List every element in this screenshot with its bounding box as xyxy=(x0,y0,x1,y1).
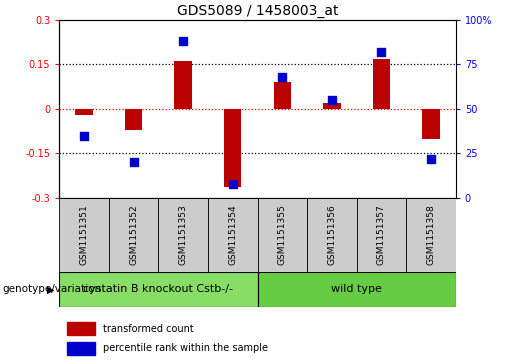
Bar xyxy=(59,198,109,272)
Text: genotype/variation: genotype/variation xyxy=(3,285,101,294)
Point xyxy=(328,97,336,103)
Bar xyxy=(373,58,390,109)
Text: cystatin B knockout Cstb-/-: cystatin B knockout Cstb-/- xyxy=(83,285,233,294)
Text: percentile rank within the sample: percentile rank within the sample xyxy=(103,343,268,354)
Bar xyxy=(67,342,95,355)
Point xyxy=(229,181,237,187)
Bar xyxy=(67,322,95,335)
Bar xyxy=(59,272,258,307)
Text: GSM1151355: GSM1151355 xyxy=(278,205,287,265)
Text: GSM1151357: GSM1151357 xyxy=(377,205,386,265)
Point xyxy=(427,156,435,162)
Bar xyxy=(75,109,93,115)
Bar xyxy=(323,103,340,109)
Text: transformed count: transformed count xyxy=(103,324,194,334)
Text: GSM1151358: GSM1151358 xyxy=(426,205,436,265)
Bar xyxy=(422,109,440,139)
Bar xyxy=(258,198,307,272)
Text: GSM1151356: GSM1151356 xyxy=(328,205,336,265)
Point xyxy=(129,159,138,165)
Point xyxy=(80,133,88,139)
Bar xyxy=(159,198,208,272)
Point xyxy=(278,74,286,80)
Bar xyxy=(175,61,192,109)
Bar xyxy=(406,198,456,272)
Text: GSM1151351: GSM1151351 xyxy=(79,205,89,265)
Bar xyxy=(258,272,456,307)
Text: GSM1151352: GSM1151352 xyxy=(129,205,138,265)
Bar xyxy=(109,198,159,272)
Text: GSM1151353: GSM1151353 xyxy=(179,205,187,265)
Text: ▶: ▶ xyxy=(46,285,54,294)
Bar xyxy=(208,198,258,272)
Text: GSM1151354: GSM1151354 xyxy=(228,205,237,265)
Title: GDS5089 / 1458003_at: GDS5089 / 1458003_at xyxy=(177,4,338,17)
Bar xyxy=(224,109,242,187)
Bar xyxy=(307,198,356,272)
Point xyxy=(377,49,386,55)
Bar xyxy=(273,82,291,109)
Bar xyxy=(125,109,142,130)
Text: wild type: wild type xyxy=(331,285,382,294)
Point xyxy=(179,38,187,44)
Bar xyxy=(356,198,406,272)
